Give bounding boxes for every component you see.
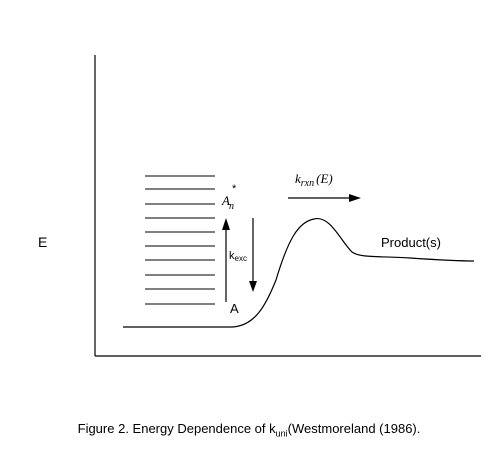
- kexc-label: kexc: [229, 250, 247, 263]
- kexc-down-arrowhead: [249, 281, 257, 292]
- product-label: Product(s): [381, 235, 441, 250]
- excited-state-label: An: [221, 193, 234, 212]
- energy-curve: [123, 218, 475, 328]
- excited-state-star: *: [232, 183, 237, 195]
- krxn-label: krxn (E): [295, 171, 333, 189]
- figure-caption: Figure 2. Energy Dependence of kuni(West…: [77, 421, 421, 439]
- reaction-arrowhead: [349, 194, 361, 202]
- energy-levels: [145, 175, 215, 305]
- axis-label-e: E: [38, 234, 47, 250]
- kexc-up-arrowhead: [222, 218, 230, 230]
- state-label-a: A: [230, 301, 239, 316]
